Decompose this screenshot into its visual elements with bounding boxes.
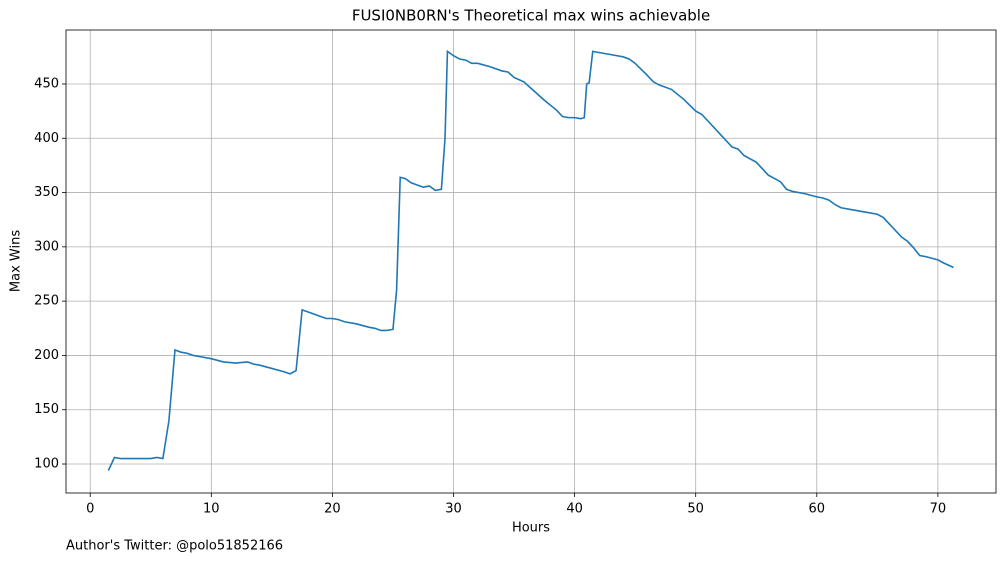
x-axis-label: Hours: [512, 521, 550, 536]
x-tick-label: 20: [324, 502, 341, 517]
y-axis-label: Max Wins: [9, 230, 24, 292]
y-tick-label: 450: [34, 76, 59, 91]
plot-frame: [65, 29, 997, 494]
y-tick-label: 250: [34, 294, 59, 309]
y-tick-label: 150: [34, 402, 59, 417]
chart-title: FUSI0NB0RN's Theoretical max wins achiev…: [352, 7, 710, 25]
y-tick-label: 350: [34, 185, 59, 200]
annotation: Author's Twitter: @polo51852166: [66, 539, 283, 554]
x-tick-label: 40: [566, 502, 583, 517]
x-tick-label: 0: [86, 502, 94, 517]
y-tick-label: 200: [34, 348, 59, 363]
x-tick-label: 50: [687, 502, 704, 517]
x-tick-label: 10: [203, 502, 220, 517]
x-tick-label: 70: [930, 502, 947, 517]
y-tick-label: 100: [34, 457, 59, 472]
x-tick-label: 30: [445, 502, 462, 517]
line-series: [107, 49, 954, 471]
y-tick-label: 300: [34, 239, 59, 254]
x-tick-label: 60: [809, 502, 826, 517]
y-tick-label: 400: [34, 131, 59, 146]
